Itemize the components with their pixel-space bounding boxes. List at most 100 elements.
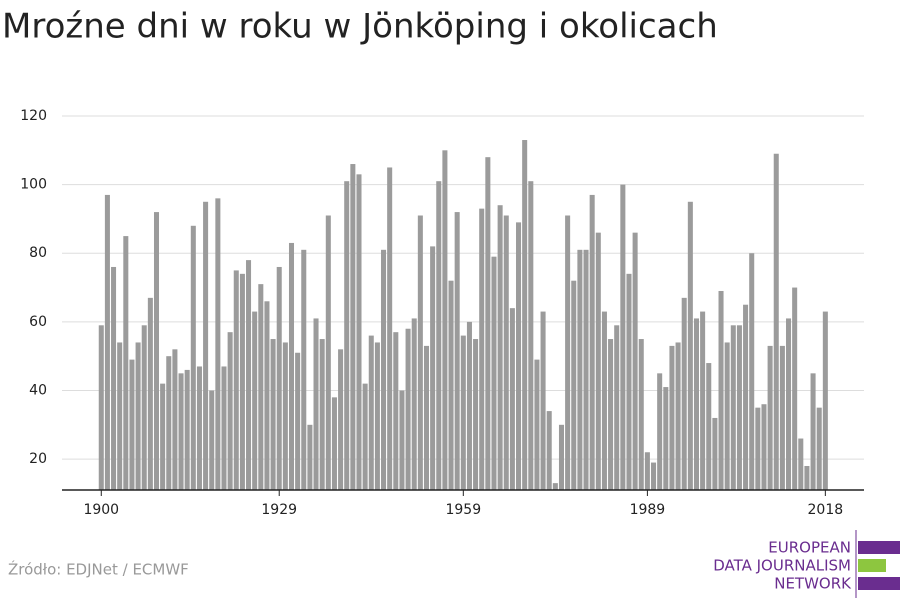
bar — [111, 266, 117, 490]
bar — [227, 332, 233, 490]
x-tick-label: 1900 — [83, 502, 119, 518]
bar — [172, 349, 178, 490]
bar — [761, 404, 767, 490]
logo-text: DATA JOURNALISM — [713, 557, 851, 575]
y-tick-label: 20 — [29, 451, 47, 467]
bar — [651, 462, 657, 490]
bar — [540, 311, 546, 490]
bar — [681, 297, 687, 490]
bar — [135, 342, 141, 490]
bar — [313, 318, 319, 490]
logo-bar — [858, 577, 900, 590]
bar — [693, 318, 699, 490]
bar — [141, 325, 147, 490]
bar — [485, 157, 491, 490]
bar — [589, 194, 595, 491]
bar — [804, 465, 810, 490]
bar — [252, 311, 258, 490]
bar — [270, 339, 276, 490]
bar — [307, 424, 313, 490]
bar — [203, 201, 209, 490]
bar — [387, 167, 393, 490]
bar — [442, 150, 448, 490]
bar — [448, 280, 454, 490]
bar — [276, 266, 282, 490]
bar — [423, 345, 430, 490]
bar — [301, 249, 307, 490]
bar — [626, 273, 632, 490]
bar — [129, 359, 135, 490]
bar — [522, 140, 528, 490]
y-tick-label: 120 — [20, 108, 47, 124]
bar — [104, 194, 110, 491]
bar — [295, 352, 301, 490]
bar — [411, 318, 417, 490]
bar — [319, 339, 325, 490]
bar — [743, 304, 749, 490]
bar — [344, 181, 350, 490]
bar — [215, 198, 221, 490]
bar — [638, 339, 644, 490]
bar — [718, 290, 724, 490]
bar — [356, 174, 362, 491]
bar — [736, 325, 742, 490]
bar — [687, 201, 693, 490]
logo: EUROPEAN DATA JOURNALISM NETWORK — [713, 530, 900, 598]
bar — [436, 181, 442, 490]
bar — [196, 366, 202, 490]
bar — [160, 383, 166, 490]
bar — [123, 236, 129, 490]
bar — [209, 390, 215, 490]
bar — [466, 321, 472, 490]
bar — [675, 342, 681, 490]
x-tick-label: 1929 — [261, 502, 297, 518]
bar — [552, 483, 558, 490]
bar — [338, 349, 344, 490]
bar — [516, 222, 522, 490]
bar — [288, 242, 295, 490]
bar — [822, 311, 828, 490]
bar — [190, 225, 196, 491]
bar — [239, 273, 245, 490]
bar — [700, 311, 706, 490]
bar — [798, 438, 804, 490]
bar — [565, 215, 571, 491]
bar — [528, 181, 534, 490]
bar — [479, 208, 485, 490]
bar — [405, 328, 411, 490]
chart-title: Mroźne dni w roku w Jönköping i okolicac… — [2, 7, 718, 47]
bar — [325, 215, 331, 491]
bar — [491, 256, 497, 490]
bar — [749, 253, 755, 490]
bar — [381, 249, 387, 490]
bar — [178, 373, 184, 490]
bar — [773, 153, 779, 491]
y-tick-label: 40 — [29, 382, 47, 398]
bar — [583, 249, 589, 490]
bar — [816, 407, 822, 490]
bar — [233, 270, 239, 490]
bar — [534, 359, 540, 490]
y-tick-label: 100 — [20, 177, 47, 193]
bar — [417, 215, 423, 491]
bar — [430, 246, 436, 490]
bar — [779, 345, 785, 490]
bar — [657, 373, 663, 490]
bar — [786, 318, 792, 490]
bar — [724, 342, 730, 490]
bar — [264, 301, 270, 490]
bar — [246, 260, 252, 490]
bar — [362, 383, 368, 490]
bar — [632, 232, 638, 490]
bar — [614, 325, 620, 490]
bar — [153, 212, 160, 490]
bar — [792, 287, 798, 490]
bar — [546, 411, 552, 490]
bar — [454, 212, 460, 490]
bar — [712, 417, 718, 490]
bar — [460, 335, 466, 490]
bar — [258, 284, 264, 490]
bar — [350, 164, 356, 491]
bar — [595, 232, 601, 490]
